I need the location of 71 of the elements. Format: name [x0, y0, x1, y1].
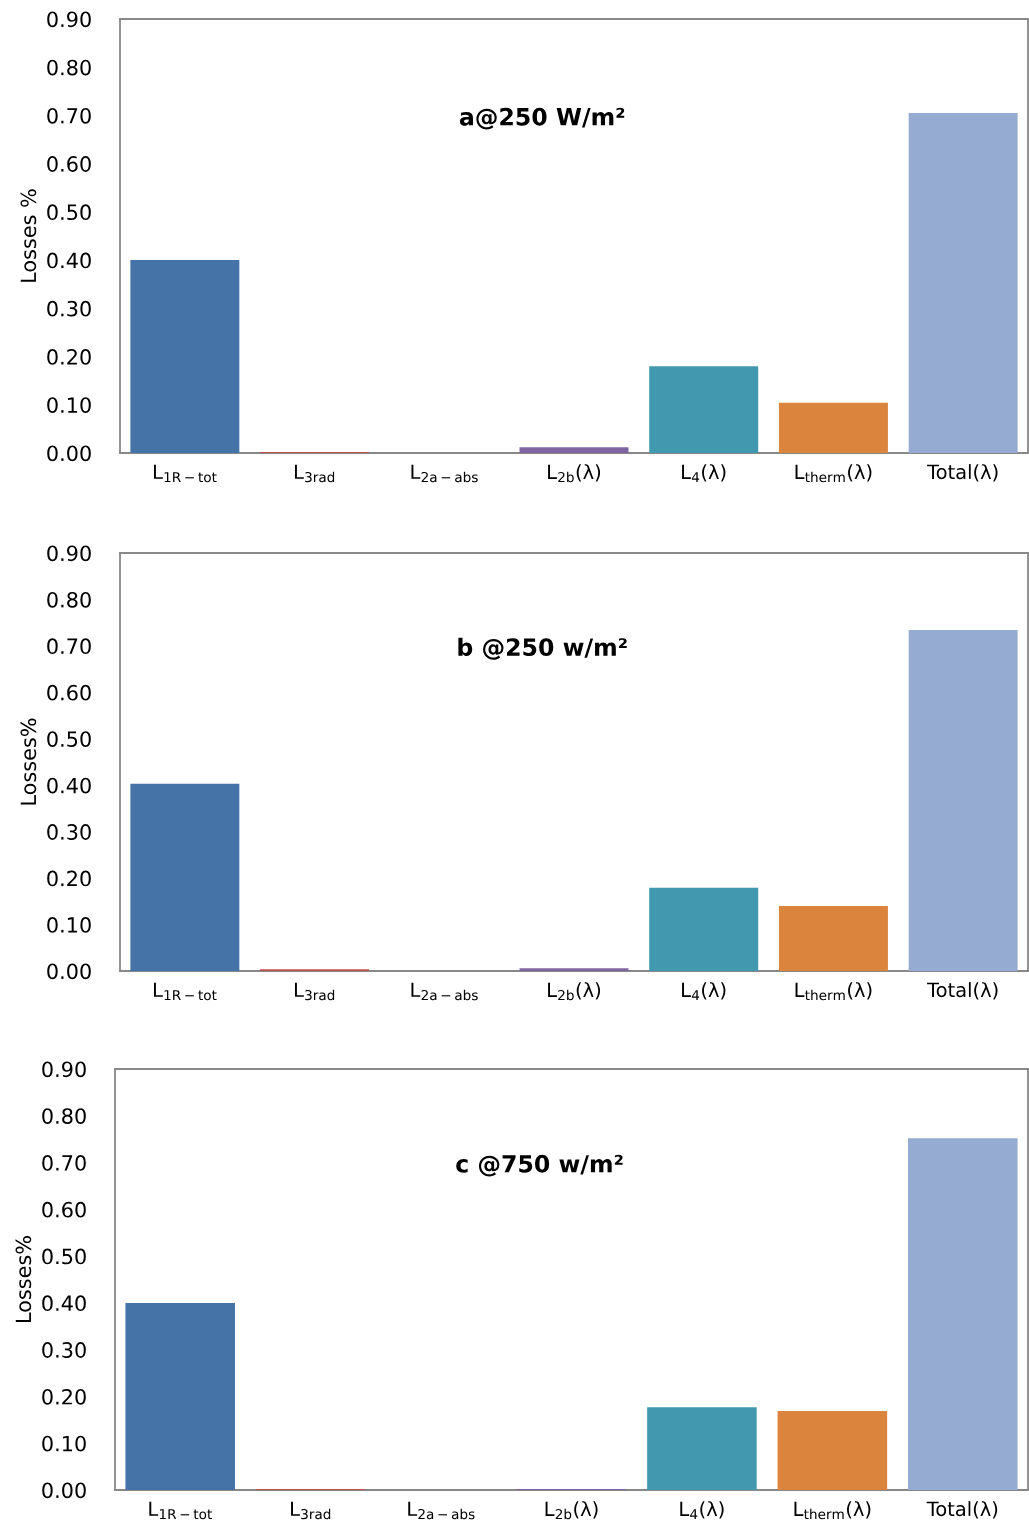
x-tick-label: Total(λ): [927, 464, 998, 482]
y-tick-label: 0.80: [47, 591, 91, 608]
bar: [777, 1410, 888, 1490]
y-tick-label: 0.60: [47, 684, 91, 701]
x-tick-label: L$_{therm}$(λ): [795, 982, 872, 1001]
bar: [778, 402, 888, 453]
bar: [908, 630, 1018, 971]
x-tick-label: L$_{3rad}$: [291, 1501, 331, 1520]
x-tick-label: L$_{1R−tot}$: [154, 464, 217, 483]
y-tick-label: 0.00: [47, 445, 91, 462]
y-tick-label: 0.30: [47, 300, 91, 317]
bar: [778, 905, 888, 971]
y-tick-label: 0.40: [47, 777, 91, 794]
x-tick-label: L$_{3rad}$: [294, 464, 335, 483]
bar: [519, 447, 629, 453]
bar: [908, 113, 1018, 453]
x-tick-label: L$_{2b}$(λ): [545, 1501, 598, 1520]
y-tick-label: 0.70: [47, 107, 91, 124]
y-axis-title: Losses%: [15, 1236, 32, 1323]
y-tick-label: 0.40: [47, 252, 91, 269]
x-tick-label: L$_{therm}$(λ): [795, 464, 872, 483]
y-tick-label: 0.50: [42, 1248, 86, 1265]
bar: [649, 887, 759, 971]
y-axis-title: Losses%: [20, 718, 37, 805]
y-tick-label: 0.80: [42, 1108, 86, 1124]
bar: [647, 1407, 757, 1490]
y-tick-label: 0.50: [47, 204, 91, 221]
x-tick-label: L$_{2a−abs}$: [411, 982, 478, 1001]
y-tick-label: 0.30: [42, 1342, 86, 1358]
x-tick-label: L$_{2a−abs}$: [408, 1501, 475, 1520]
y-tick-label: 0.30: [47, 824, 91, 840]
y-tick-label: 0.60: [47, 156, 91, 172]
y-tick-label: 0.20: [47, 870, 91, 887]
y-tick-label: 0.70: [47, 638, 91, 655]
y-tick-label: 0.20: [47, 349, 91, 365]
x-tick-label: L$_{2b}$(λ): [548, 464, 601, 483]
x-tick-label: L$_{4}$(λ): [680, 1501, 724, 1520]
bar: [130, 783, 240, 971]
x-tick-label: L$_{4}$(λ): [682, 982, 726, 1001]
y-tick-label: 0.90: [47, 11, 91, 28]
y-tick-label: 0.50: [47, 731, 91, 747]
bar: [130, 260, 240, 453]
y-tick-label: 0.90: [42, 1061, 86, 1078]
y-tick-label: 0.40: [42, 1295, 86, 1312]
y-tick-label: 0.00: [42, 1482, 86, 1499]
y-tick-label: 0.90: [47, 545, 91, 562]
bar: [125, 1302, 235, 1490]
y-tick-label: 0.10: [42, 1435, 86, 1452]
y-tick-label: 0.10: [47, 397, 91, 413]
bar: [649, 366, 759, 453]
x-tick-label: L$_{1R−tot}$: [154, 982, 217, 1001]
x-tick-label: Total(λ): [927, 982, 998, 1000]
x-tick-label: L$_{3rad}$: [294, 982, 335, 1001]
y-tick-label: 0.70: [42, 1155, 86, 1171]
text: a@250 W/m²: [459, 107, 625, 130]
y-tick-label: 0.60: [42, 1201, 86, 1218]
x-tick-label: L$_{2b}$(λ): [548, 982, 601, 1001]
y-tick-label: 0.00: [47, 963, 91, 980]
x-tick-label: L$_{4}$(λ): [682, 464, 726, 483]
x-tick-label: L$_{2a−abs}$: [411, 464, 478, 483]
y-tick-label: 0.80: [47, 59, 91, 76]
text: b @250 w/m²: [458, 637, 627, 660]
x-tick-label: L$_{1R−tot}$: [149, 1501, 212, 1520]
y-axis-title: Losses %: [20, 189, 37, 282]
bar: [908, 1138, 1018, 1490]
y-tick-label: 0.20: [42, 1388, 86, 1405]
x-tick-label: L$_{therm}$(λ): [794, 1501, 871, 1520]
x-tick-label: Total(λ): [926, 1501, 998, 1519]
y-tick-label: 0.10: [47, 917, 91, 933]
bar: [519, 968, 629, 971]
text: c @750 w/m²: [456, 1154, 623, 1177]
